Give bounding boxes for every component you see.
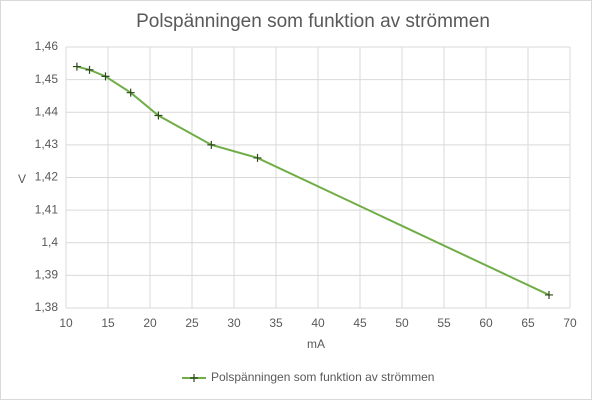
y-tick-label: 1,41 xyxy=(35,202,59,216)
x-tick-label: 45 xyxy=(353,316,367,330)
x-tick-label: 10 xyxy=(59,316,73,330)
point-marker xyxy=(253,153,262,162)
x-tick-label: 55 xyxy=(437,316,451,330)
point-marker xyxy=(101,72,110,81)
x-tick-label: 70 xyxy=(563,316,577,330)
x-tick-label: 25 xyxy=(185,316,199,330)
legend-label: Polspänningen som funktion av strömmen xyxy=(211,370,434,384)
y-tick-label: 1,38 xyxy=(35,300,59,314)
point-marker xyxy=(126,88,135,97)
x-tick-label: 15 xyxy=(101,316,115,330)
y-tick-label: 1,46 xyxy=(35,39,59,53)
y-tick-label: 1,39 xyxy=(35,268,59,282)
legend-marker xyxy=(190,374,198,382)
x-tick-label: 40 xyxy=(311,316,325,330)
x-tick-label: 20 xyxy=(143,316,157,330)
x-tick-label: 35 xyxy=(269,316,283,330)
x-tick-label: 30 xyxy=(227,316,241,330)
y-tick-label: 1,44 xyxy=(35,104,59,118)
x-tick-label: 60 xyxy=(479,316,493,330)
x-axis-label: mA xyxy=(307,337,325,351)
y-tick-label: 1,45 xyxy=(35,72,59,86)
x-tick-label: 50 xyxy=(395,316,409,330)
y-axis-label: V xyxy=(18,172,26,186)
point-marker xyxy=(154,111,163,120)
y-tick-label: 1,4 xyxy=(41,235,58,249)
x-tick-label: 65 xyxy=(521,316,535,330)
chart-title: Polspänningen som funktion av strömmen xyxy=(136,11,490,32)
series-line xyxy=(76,65,550,296)
point-marker xyxy=(72,62,81,71)
y-tick-label: 1,42 xyxy=(35,170,59,184)
point-marker xyxy=(85,65,94,74)
point-marker xyxy=(545,290,553,299)
point-marker xyxy=(207,140,216,149)
y-tick-label: 1,43 xyxy=(35,137,59,151)
